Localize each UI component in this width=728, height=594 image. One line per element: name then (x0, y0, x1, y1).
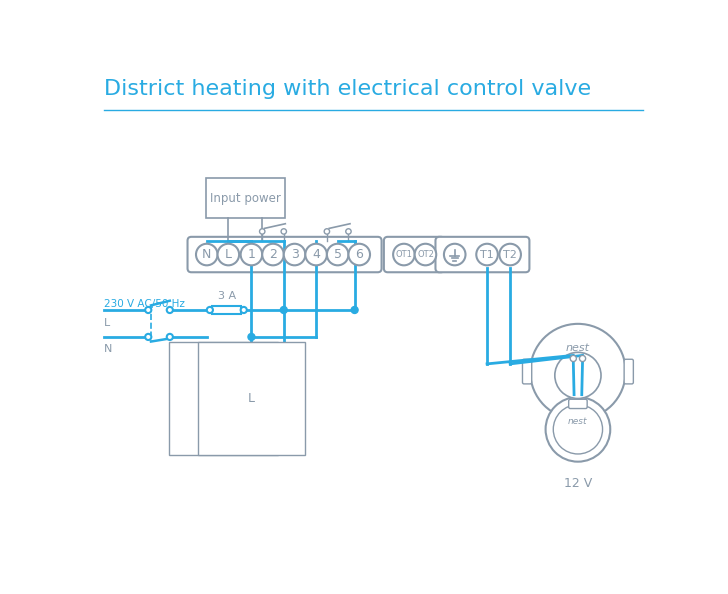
Circle shape (393, 244, 415, 266)
Circle shape (346, 229, 351, 234)
Circle shape (553, 405, 603, 454)
Text: T2: T2 (503, 249, 517, 260)
FancyBboxPatch shape (384, 237, 445, 272)
Circle shape (324, 229, 330, 234)
Text: 12 V: 12 V (563, 477, 592, 490)
Circle shape (530, 324, 625, 419)
Circle shape (241, 307, 247, 313)
Circle shape (241, 244, 262, 266)
Text: L: L (225, 248, 232, 261)
FancyBboxPatch shape (212, 306, 242, 314)
Circle shape (327, 244, 349, 266)
Text: 3: 3 (290, 248, 298, 261)
Text: N: N (103, 344, 112, 354)
Circle shape (167, 334, 173, 340)
Text: 6: 6 (355, 248, 363, 261)
Text: L: L (248, 392, 255, 405)
Circle shape (218, 244, 239, 266)
Circle shape (570, 355, 577, 362)
Circle shape (351, 307, 358, 314)
Text: 1: 1 (248, 248, 256, 261)
Circle shape (145, 334, 151, 340)
Circle shape (284, 244, 305, 266)
Text: 230 V AC/50 Hz: 230 V AC/50 Hz (103, 299, 184, 309)
FancyBboxPatch shape (206, 367, 285, 430)
Text: 3 A: 3 A (218, 291, 236, 301)
FancyBboxPatch shape (206, 178, 285, 219)
FancyBboxPatch shape (624, 359, 633, 384)
Circle shape (259, 229, 265, 234)
Circle shape (444, 244, 465, 266)
Text: nest: nest (568, 417, 587, 426)
Circle shape (248, 333, 255, 340)
Circle shape (545, 397, 610, 462)
Text: OT2: OT2 (417, 250, 434, 259)
Circle shape (281, 229, 287, 234)
Text: N: N (202, 248, 211, 261)
Circle shape (555, 352, 601, 399)
Circle shape (207, 307, 213, 313)
Circle shape (579, 355, 585, 362)
Circle shape (349, 244, 370, 266)
Text: nest: nest (566, 343, 590, 353)
Circle shape (167, 307, 173, 313)
Text: OT1: OT1 (395, 250, 412, 259)
FancyBboxPatch shape (523, 359, 531, 384)
Circle shape (145, 307, 151, 313)
Text: N: N (219, 392, 229, 405)
Circle shape (476, 244, 498, 266)
Text: 4: 4 (312, 248, 320, 261)
Text: L: L (103, 318, 110, 328)
Text: District heating valve: District heating valve (189, 440, 301, 450)
Circle shape (305, 244, 327, 266)
Text: District heating with electrical control valve: District heating with electrical control… (103, 79, 590, 99)
Circle shape (415, 244, 436, 266)
Text: 2: 2 (269, 248, 277, 261)
Text: T1: T1 (480, 249, 494, 260)
Circle shape (262, 244, 284, 266)
Text: 5: 5 (333, 248, 341, 261)
Circle shape (196, 244, 218, 266)
FancyBboxPatch shape (188, 237, 381, 272)
Circle shape (280, 307, 288, 314)
FancyBboxPatch shape (569, 399, 587, 409)
Text: Input power: Input power (210, 192, 281, 205)
Circle shape (499, 244, 521, 266)
FancyBboxPatch shape (435, 237, 529, 272)
